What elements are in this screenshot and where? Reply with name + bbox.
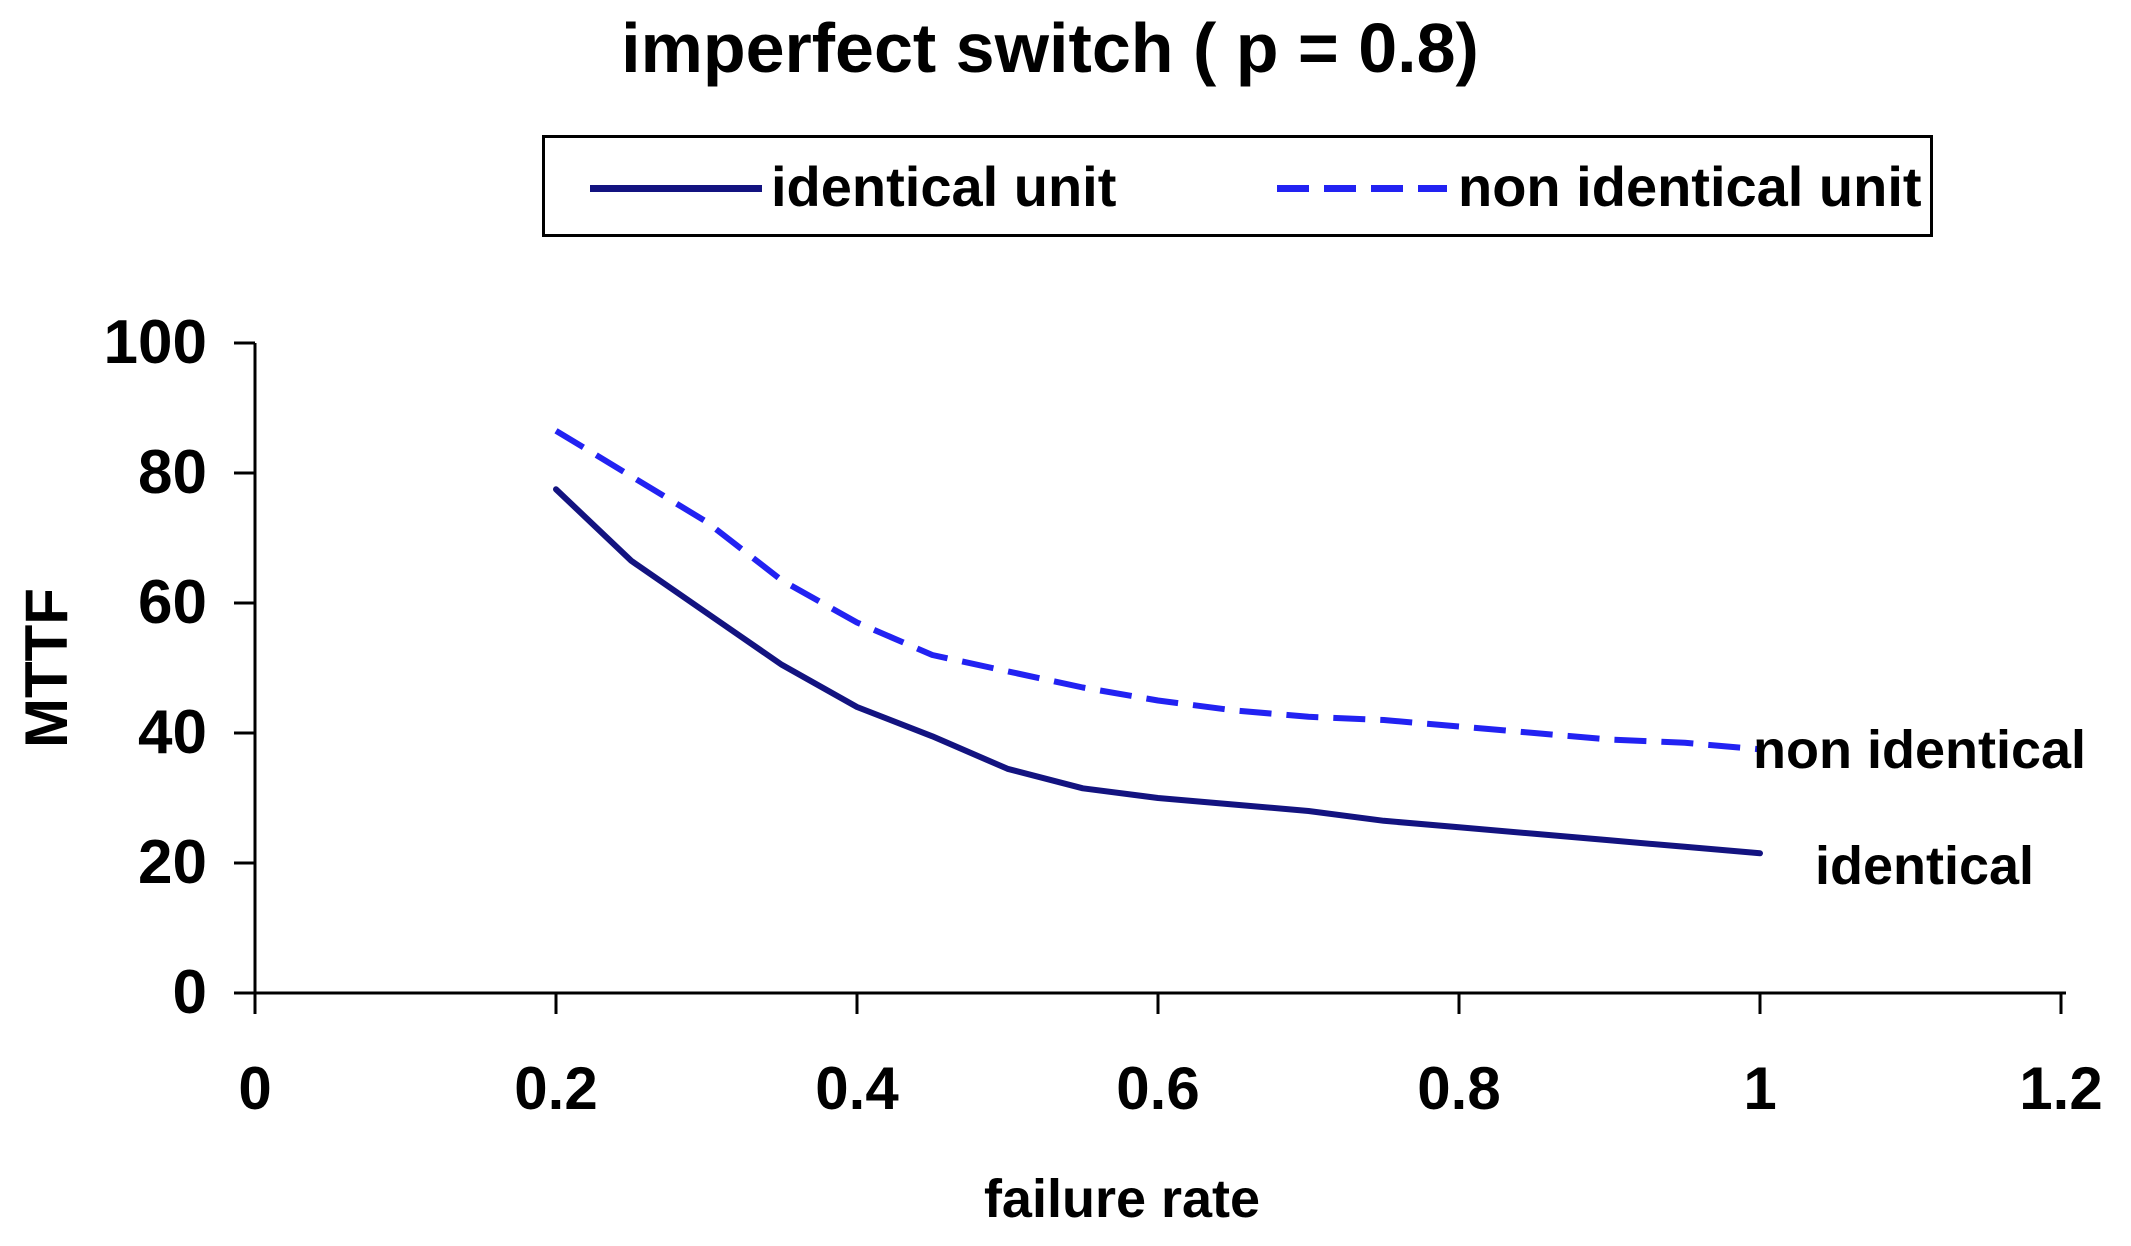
y-tick-label-60: 60 [138, 568, 207, 637]
y-tick-label-0: 0 [172, 958, 207, 1027]
x-tick-marks [253, 993, 2063, 1014]
x-tick-label-0_4: 0.4 [815, 1055, 899, 1122]
y-tick-label-100: 100 [103, 308, 207, 377]
x-tick-label-0_2: 0.2 [514, 1055, 598, 1122]
legend-label-non-identical-unit: non identical unit [1458, 154, 1922, 218]
x-tick-label-0: 0 [238, 1055, 272, 1122]
non-identical-unit-dashed-line-sample [1277, 185, 1447, 192]
y-axis-title: MTTF [13, 588, 80, 748]
x-axis-title: failure rate [983, 1169, 1261, 1229]
x-tick-label-1: 1 [1743, 1055, 1777, 1122]
legend-label-identical-unit: identical unit [771, 154, 1117, 218]
x-tick-label-0_8: 0.8 [1417, 1055, 1501, 1122]
annotation-non-identical: non identical [1753, 720, 2087, 780]
x-tick-label-0_6: 0.6 [1116, 1055, 1200, 1122]
y-tick-label-40: 40 [138, 698, 207, 767]
identical-unit-curve [553, 486, 1763, 857]
y-tick-label-80: 80 [138, 438, 207, 507]
identical-unit-line-sample [590, 185, 762, 192]
legend: identical unit non identical unit [542, 135, 1933, 237]
y-tick-marks [234, 341, 255, 995]
annotation-identical: identical [1815, 836, 2035, 896]
x-tick-label-1_2: 1.2 [2019, 1055, 2103, 1122]
y-tick-label-20: 20 [138, 828, 207, 897]
chart-title: imperfect switch ( p = 0.8) [621, 9, 1479, 87]
non-identical-unit-curve [554, 428, 1761, 753]
